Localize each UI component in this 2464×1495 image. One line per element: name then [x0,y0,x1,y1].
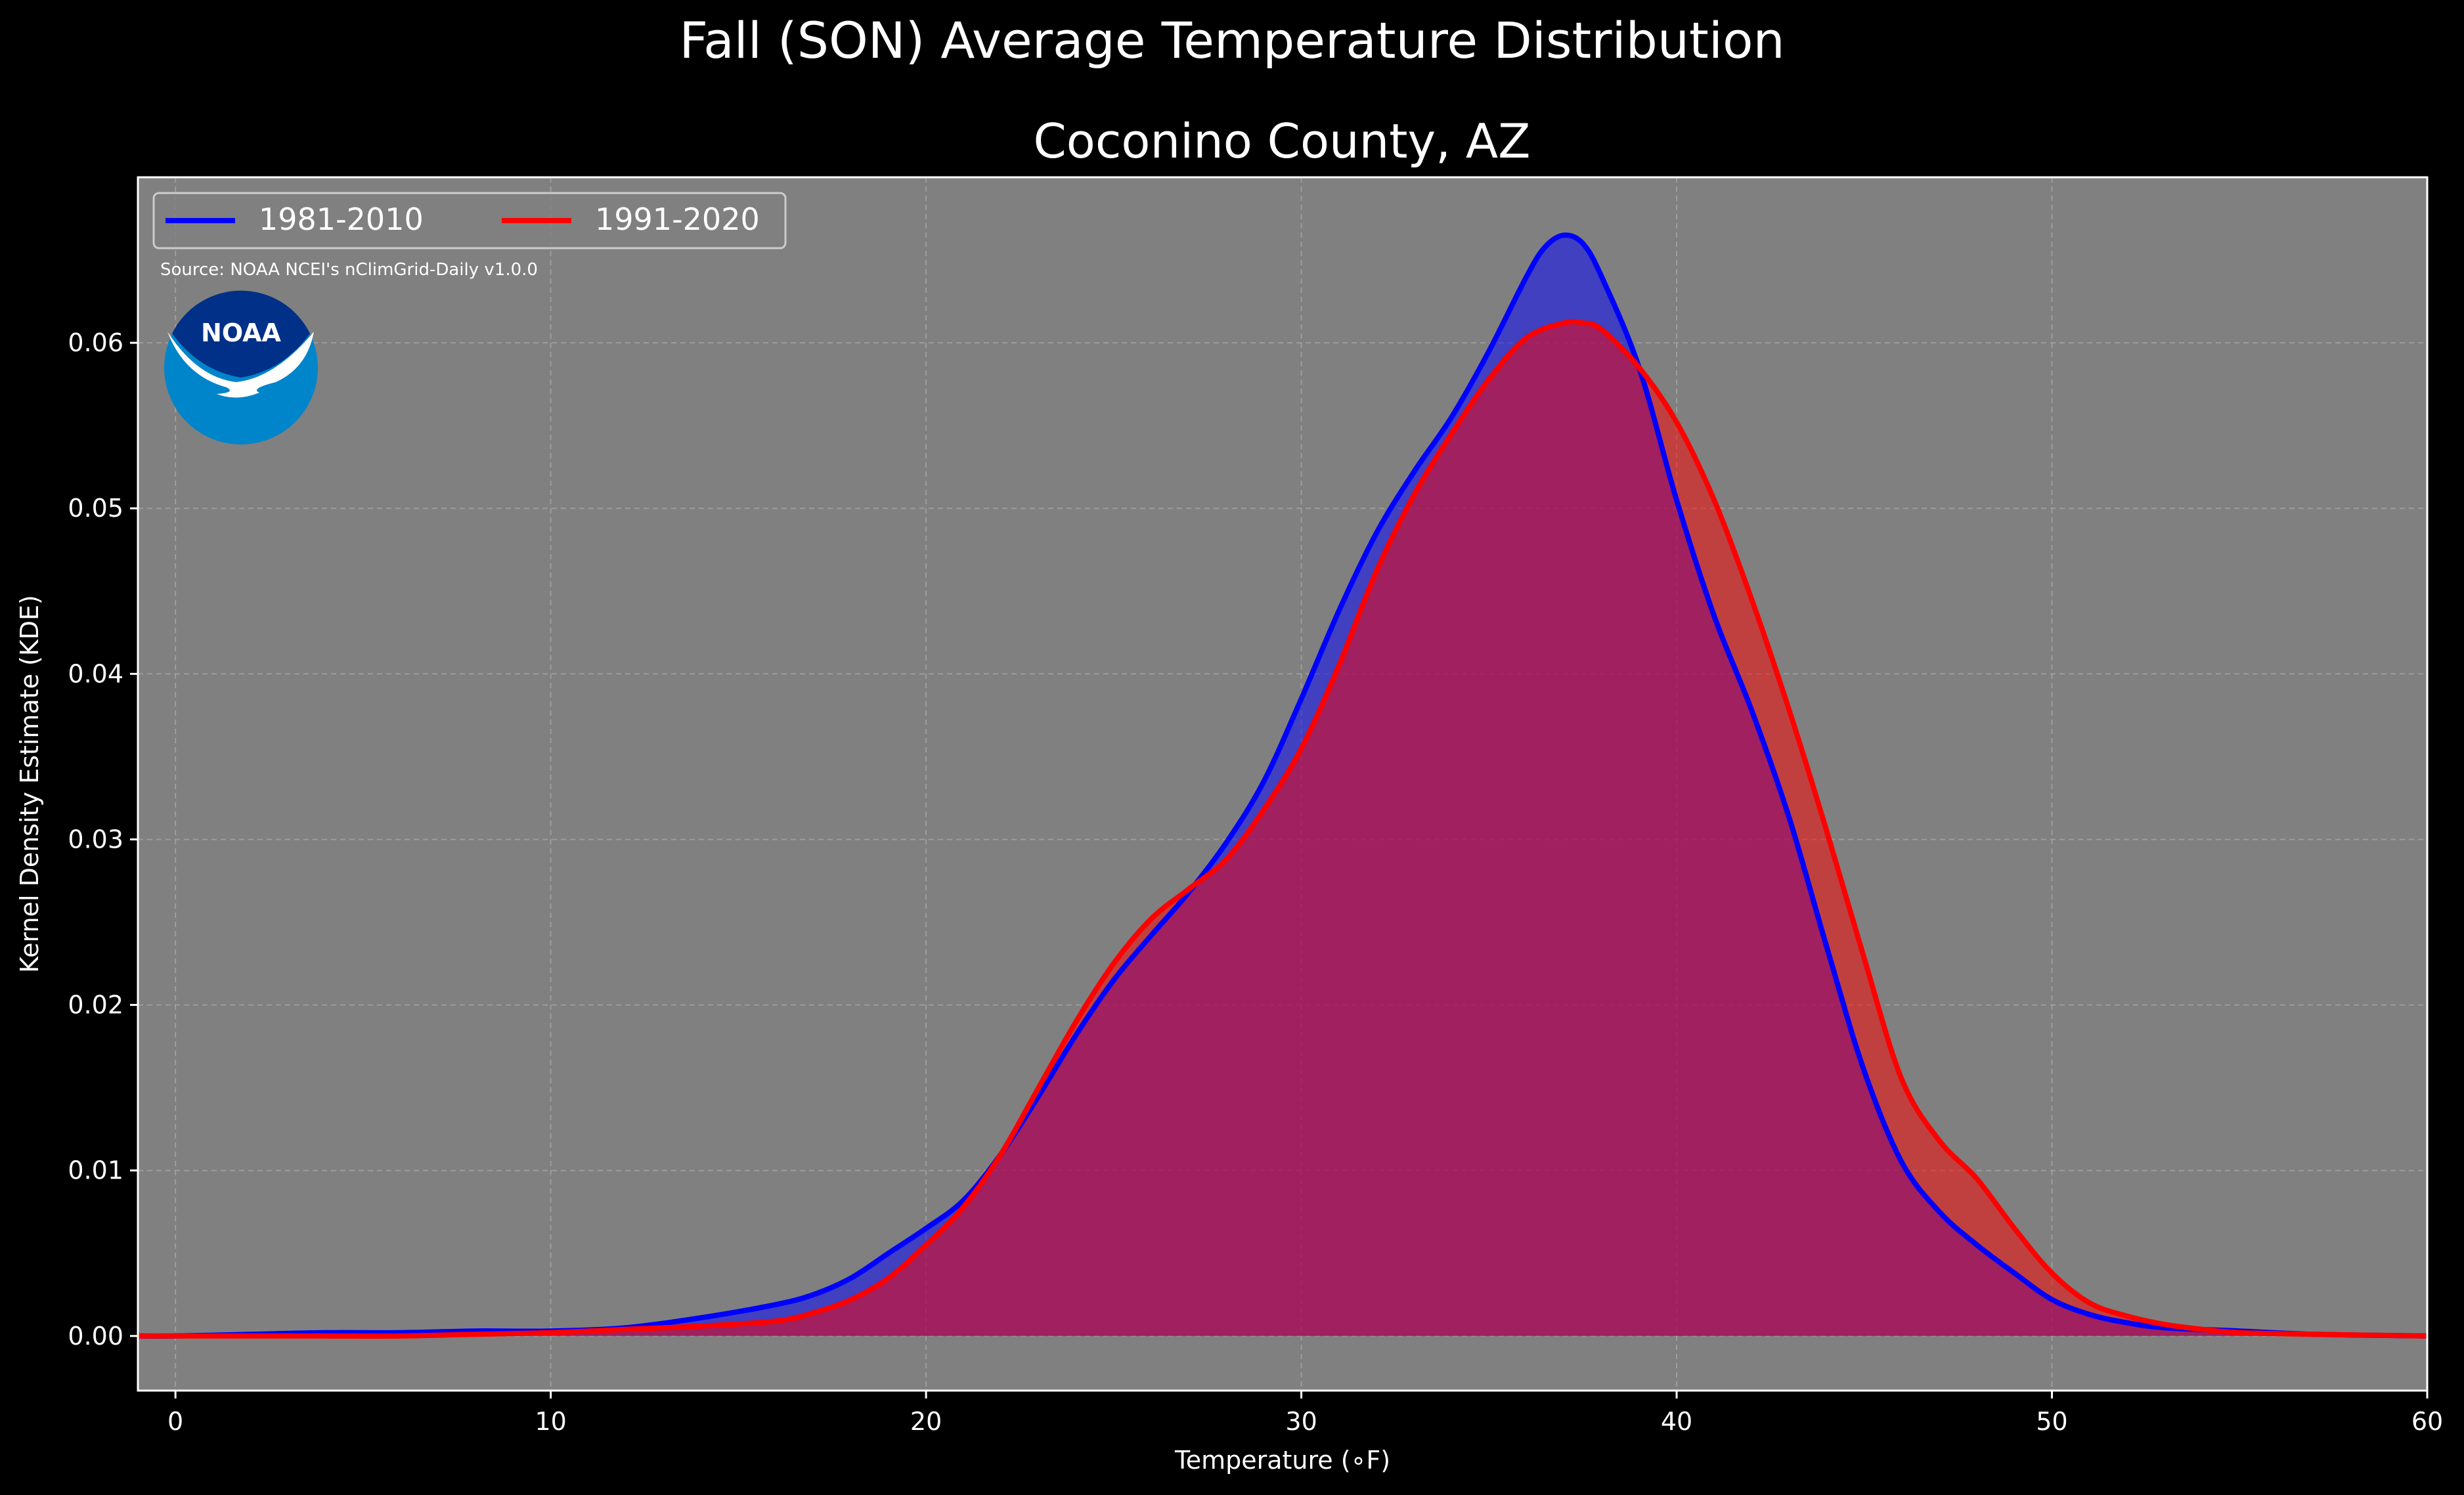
chart-title: Fall (SON) Average Temperature Distribut… [679,11,1784,70]
y-tick-label: 0.02 [68,991,123,1020]
y-tick-label: 0.03 [68,825,123,854]
series-lines [137,232,2428,1339]
legend-box [152,192,787,249]
series-line-1991-2020 [138,318,2428,1339]
y-tick-label: 0.01 [68,1156,123,1185]
x-tick-label: 20 [910,1407,942,1436]
legend-label-1981-2010: 1981-2010 [259,202,424,237]
y-tick-label: 0.06 [68,328,123,357]
x-tick-label: 60 [2411,1407,2443,1436]
y-axis-label: Kernel Density Estimate (KDE) [15,595,44,973]
y-tick-label: 0.05 [68,494,123,523]
noaa-logo: NOAA [164,290,318,444]
source-note: Source: NOAA NCEI's nClimGrid-Daily v1.0… [160,260,538,280]
x-tick-label: 50 [2036,1407,2067,1436]
noaa-logo-wave [167,332,314,398]
series-area-1991-2020 [138,321,2427,1336]
plot-frame [137,176,2429,1392]
noaa-logo-text: NOAA [201,318,281,347]
legend: 1981-2010 1991-2020 [152,192,787,249]
y-tick-label: 0.04 [68,659,123,688]
noaa-logo-top [172,290,310,378]
axis-ticks: 0 10 20 30 40 50 60 0.00 0.01 0.02 0.03 0.04 0.05 0.0… [68,328,2443,1436]
y-tick-label: 0.00 [68,1322,123,1351]
x-tick-label: 30 [1285,1407,1317,1436]
chart-subtitle: Coconino County, AZ [1034,114,1531,169]
x-tick-label: 40 [1661,1407,1692,1436]
legend-label-1991-2020: 1991-2020 [595,202,760,237]
x-axis-label: Temperature (∘F) [1174,1446,1390,1475]
x-tick-label: 0 [167,1407,183,1436]
series-line-1981-2010 [137,232,2428,1339]
x-tick-label: 10 [535,1407,566,1436]
